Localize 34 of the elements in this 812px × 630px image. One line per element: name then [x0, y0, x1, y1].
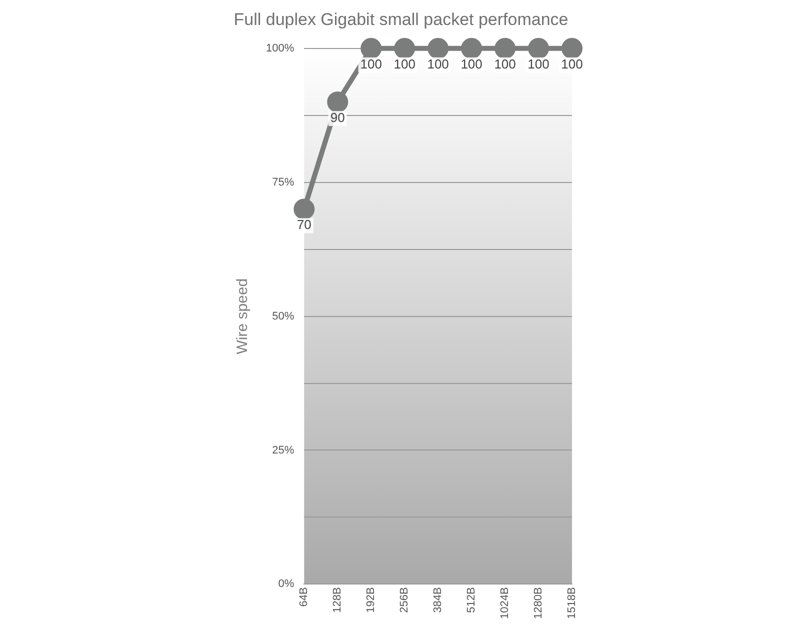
y-axis-title: Wire speed [234, 278, 252, 354]
x-tick-label: 512B [466, 587, 478, 613]
point [360, 38, 382, 59]
x-tick-label: 384B [432, 587, 444, 613]
data-label: 100 [427, 56, 449, 72]
data-label: 100 [394, 56, 416, 72]
data-label: 100 [360, 56, 382, 72]
y-tick-label: 50% [272, 310, 294, 322]
x-tick-label: 64B [298, 587, 310, 607]
data-label: 70 [296, 217, 312, 232]
point [461, 38, 482, 59]
data-label: 100 [528, 56, 550, 72]
point [494, 38, 516, 59]
x-tick-label: 256B [398, 587, 411, 613]
point [528, 38, 550, 59]
data-label: 100 [494, 56, 516, 72]
data-label: 90 [330, 110, 345, 126]
y-tick-label: 75% [272, 176, 294, 188]
data-label: 100 [561, 56, 583, 72]
point [562, 38, 582, 59]
point [327, 91, 348, 112]
x-tick-label: 128B [332, 587, 344, 613]
y-tick-label: 0% [278, 578, 294, 590]
point [394, 38, 416, 59]
chart-title: Full duplex Gigabit small packet perfomance [234, 10, 568, 29]
point [428, 38, 449, 59]
y-tick-label: 25% [272, 444, 294, 456]
y-tick-label: 100% [266, 42, 294, 54]
point [294, 198, 315, 220]
x-tick-label: 1024B [499, 587, 512, 620]
x-tick-label: 1518B [566, 587, 578, 620]
x-tick-label: 192B [365, 587, 378, 613]
x-tick-label: 1280B [532, 587, 545, 620]
data-label: 100 [460, 56, 482, 72]
